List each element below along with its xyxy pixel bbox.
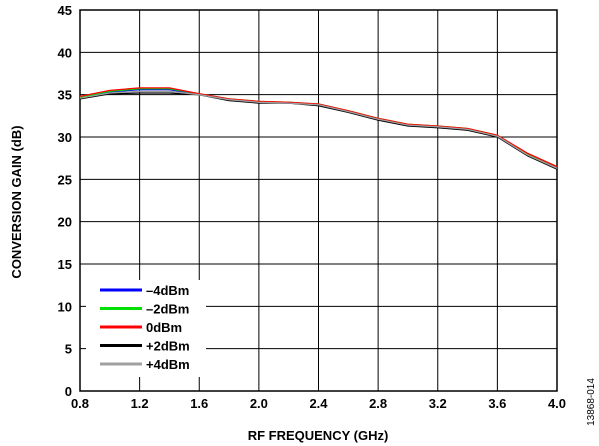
plot-frame [79,9,558,392]
legend-label-3: +2dBm [146,339,190,354]
x-tick-label: 0.8 [71,396,89,411]
figure-id: 13868-014 [586,378,597,426]
x-tick-label: 2.0 [250,396,268,411]
series-line-4 [79,90,558,169]
y-tick-labels: 0 5 10 15 20 25 30 35 40 45 [58,3,72,399]
series-line-2 [79,87,558,168]
y-tick-label: 40 [58,45,72,60]
x-tick-label: 1.6 [190,396,208,411]
y-axis-title: CONVERSION GAIN (dB) [9,125,24,278]
x-tick-label: 2.4 [309,396,328,411]
series-lines [79,87,558,170]
legend-label-1: –2dBm [146,302,189,317]
y-tick-label: 45 [58,3,72,18]
y-tick-label: 5 [65,342,72,357]
y-tick-label: 10 [58,299,72,314]
series-line-3 [79,92,558,170]
x-tick-label: 4.0 [548,396,566,411]
y-tick-label: 30 [58,130,72,145]
y-tick-label: 35 [58,88,72,103]
y-tick-label: 15 [58,257,72,272]
legend-label-2: 0dBm [146,320,182,335]
x-tick-label: 1.2 [131,396,149,411]
legend-label-0: –4dBm [146,283,189,298]
y-tick-label: 20 [58,215,72,230]
x-tick-label: 3.6 [488,396,506,411]
legend-label-4: +4dBm [146,357,190,372]
x-axis-title: RF FREQUENCY (GHz) [248,428,389,443]
x-tick-labels: 0.8 1.2 1.6 2.0 2.4 2.8 3.2 3.6 4.0 [71,396,566,411]
legend: –4dBm –2dBm 0dBm +2dBm +4dBm [86,280,206,377]
x-tick-label: 2.8 [369,396,387,411]
x-tick-label: 3.2 [429,396,447,411]
y-tick-label: 0 [65,384,72,399]
y-tick-label: 25 [58,172,72,187]
